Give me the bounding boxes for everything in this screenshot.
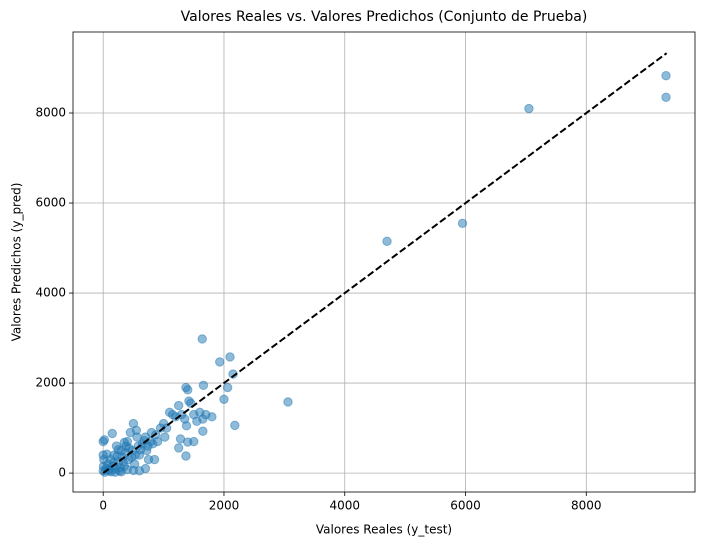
- point: [382, 236, 392, 246]
- point: [173, 443, 184, 453]
- point: [198, 426, 208, 436]
- plot-frame: [72, 31, 696, 493]
- point: [99, 435, 110, 445]
- point: [225, 352, 235, 362]
- point: [222, 382, 233, 393]
- chart-title: Valores Reales vs. Valores Predichos (Co…: [181, 9, 588, 25]
- y-axis-label: Valores Predichos (y_pred): [10, 183, 24, 342]
- point: [149, 454, 160, 465]
- y-tick-label: 0: [58, 466, 66, 480]
- point: [102, 449, 112, 459]
- x-tick-label: 8000: [571, 499, 602, 513]
- x-tick-label: 4000: [329, 499, 360, 513]
- point: [661, 70, 671, 81]
- y-tick-label: 8000: [35, 106, 66, 120]
- point: [198, 380, 209, 391]
- point: [283, 397, 293, 407]
- point: [181, 421, 192, 431]
- point: [143, 441, 153, 451]
- x-axis-label: Valores Reales (y_test): [316, 523, 452, 537]
- point: [152, 436, 163, 447]
- x-tick-label: 6000: [450, 499, 481, 513]
- point: [197, 334, 207, 344]
- point: [107, 428, 117, 439]
- point: [207, 412, 217, 422]
- point: [215, 357, 225, 367]
- point: [181, 451, 191, 461]
- point: [132, 432, 142, 442]
- point: [230, 420, 240, 431]
- x-tick-label: 2000: [209, 499, 240, 513]
- reference-line: [102, 52, 668, 474]
- point: [189, 436, 199, 447]
- point: [113, 444, 123, 455]
- point: [110, 467, 120, 477]
- point: [140, 463, 151, 474]
- point: [119, 437, 130, 448]
- y-tick-label: 4000: [35, 286, 66, 300]
- point: [173, 400, 184, 411]
- point: [457, 218, 468, 228]
- point: [524, 103, 534, 114]
- x-tick-label: 0: [99, 499, 107, 513]
- point: [175, 434, 186, 444]
- point: [183, 385, 193, 395]
- point: [661, 92, 671, 102]
- point: [219, 394, 229, 404]
- y-tick-label: 6000: [35, 196, 66, 210]
- y-tick-label: 2000: [35, 376, 66, 390]
- point: [160, 432, 170, 442]
